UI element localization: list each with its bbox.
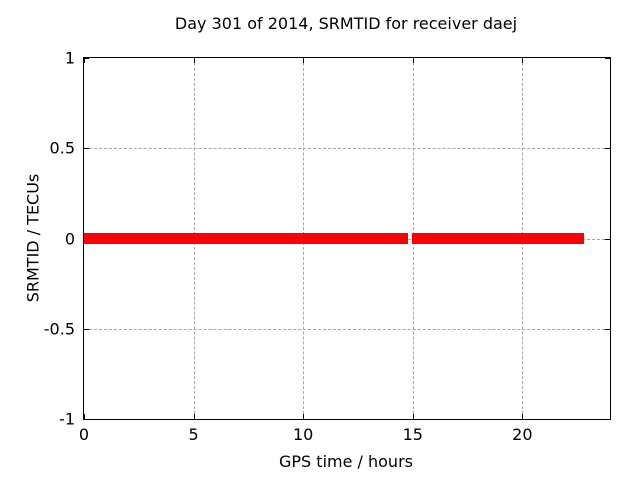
x-tick-label: 5 (188, 425, 199, 444)
gridline-horizontal (84, 148, 610, 150)
x-tick-mark (303, 58, 305, 63)
y-tick-mark (84, 419, 89, 420)
x-axis-label: GPS time / hours (279, 452, 413, 471)
x-tick-label: 0 (78, 425, 90, 444)
gridline-horizontal (84, 328, 610, 330)
chart-title: Day 301 of 2014, SRMTID for receiver dae… (174, 14, 518, 33)
x-tick-label: 10 (292, 425, 314, 444)
x-tick-mark (522, 58, 524, 63)
y-tick-label: 1 (64, 48, 75, 68)
x-tick-mark (84, 414, 85, 419)
y-tick-mark (84, 148, 89, 150)
y-tick-label: -0.5 (43, 319, 75, 339)
x-tick-label: 20 (512, 425, 533, 444)
x-tick-mark (522, 414, 524, 419)
x-tick-mark (193, 414, 195, 419)
data-line-segment (411, 233, 584, 244)
y-axis-label: SRMTID / TECUs (23, 173, 43, 303)
y-tick-mark (84, 328, 89, 330)
y-tick-mark (605, 328, 610, 330)
x-tick-mark (193, 58, 195, 63)
y-tick-mark (84, 58, 89, 59)
x-tick-mark (412, 414, 414, 419)
y-tick-mark (605, 419, 610, 420)
y-tick-label: 0.5 (49, 138, 75, 158)
y-tick-mark (605, 238, 610, 240)
y-tick-mark (605, 148, 610, 150)
x-tick-mark (303, 414, 305, 419)
y-tick-label: -1 (59, 409, 75, 429)
data-line-segment (84, 233, 409, 244)
y-tick-mark (605, 58, 610, 59)
x-tick-label: 15 (402, 425, 423, 444)
y-tick-label: 0 (64, 229, 75, 248)
plot-area: 0 5 10 15 20 1 0.5 0 -0.5 -1 (44, 49, 611, 444)
x-tick-mark (412, 58, 414, 63)
x-tick-mark (84, 58, 85, 63)
